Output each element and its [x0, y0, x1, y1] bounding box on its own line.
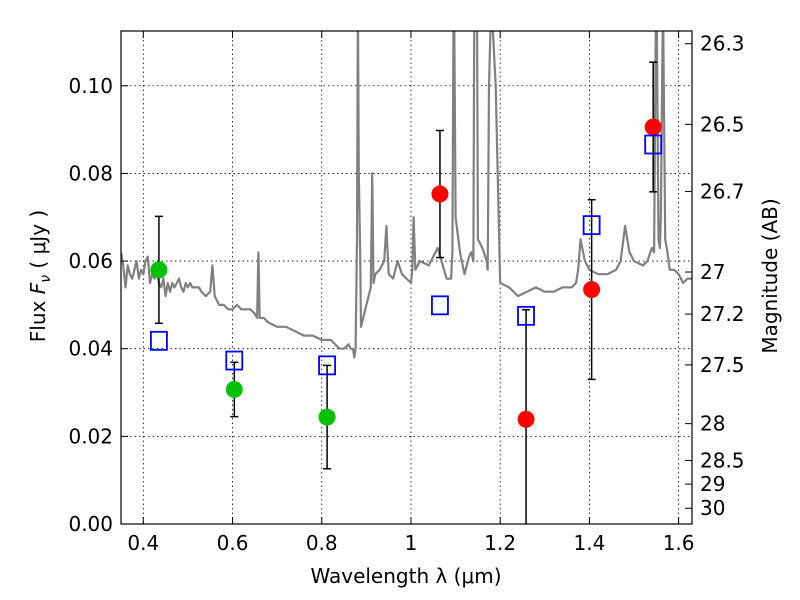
spectrum-line [121, 31, 692, 359]
y-tick-label: 0.02 [68, 424, 113, 448]
model-photometry-square [644, 134, 663, 155]
y2-tick-label: 30 [700, 496, 725, 520]
y2-tick-label: 27.2 [700, 302, 745, 326]
red-data-point [644, 118, 662, 136]
model-photometry-square [150, 330, 168, 351]
x-tick-label: 0.4 [127, 531, 159, 555]
y2-tick-label: 26.5 [700, 112, 745, 136]
y2-tick-label: 28 [700, 412, 725, 436]
model-photometry-square [225, 350, 244, 371]
green-data-point [318, 408, 336, 426]
x-tick-label: 1.4 [573, 531, 605, 555]
y-tick-label: 0.08 [68, 161, 113, 185]
gridlines [121, 31, 692, 525]
x-tick-label: 1.6 [663, 531, 695, 555]
axes-frame [120, 30, 693, 525]
y-axis-title-suffix: ( μJy ) [26, 210, 50, 275]
y2-tick-label: 27 [700, 260, 725, 284]
y-axis-title-symbol: F [26, 282, 50, 294]
model-photometry-square [431, 295, 449, 316]
x-tick-label: 1 [405, 531, 418, 555]
x-tick-label: 1.2 [484, 531, 516, 555]
x-tick-label: 0.8 [306, 531, 338, 555]
model-photometry-square [582, 215, 601, 236]
y2-tick-label: 27.5 [700, 353, 745, 377]
y-axis-title-prefix: Flux [26, 294, 50, 342]
ticks: 0.4 0.6 0.8 1 1.2 1.4 1.6 0.00 0.02 0.04 0.06 0.08 0… [68, 31, 745, 555]
secondary-y-axis-title: Magnitude (AB) [758, 198, 782, 353]
red-data-point [431, 185, 449, 203]
green-data-point [150, 261, 168, 279]
model-photometry-square [517, 305, 535, 326]
red-data-point [517, 410, 535, 428]
y-axis-title-subscript: ν [38, 275, 54, 283]
y-tick-label: 0.10 [68, 74, 113, 98]
y-tick-label: 0.04 [68, 337, 113, 361]
y2-tick-label: 26.3 [700, 32, 745, 56]
green-data-point [225, 380, 243, 398]
y-axis-title: Flux Fν ( μJy ) [26, 210, 54, 342]
y-tick-label: 0.06 [68, 249, 113, 273]
y-tick-label: 0.00 [68, 512, 113, 536]
plot-area [121, 31, 692, 524]
x-tick-label: 0.6 [217, 531, 249, 555]
x-axis-title: Wavelength λ (μm) [310, 564, 501, 588]
model-photometry-square [318, 355, 336, 376]
red-data-point [583, 281, 601, 299]
y2-tick-label: 26.7 [700, 179, 745, 203]
y2-tick-label: 29 [700, 472, 725, 496]
y2-tick-label: 28.5 [700, 448, 745, 472]
